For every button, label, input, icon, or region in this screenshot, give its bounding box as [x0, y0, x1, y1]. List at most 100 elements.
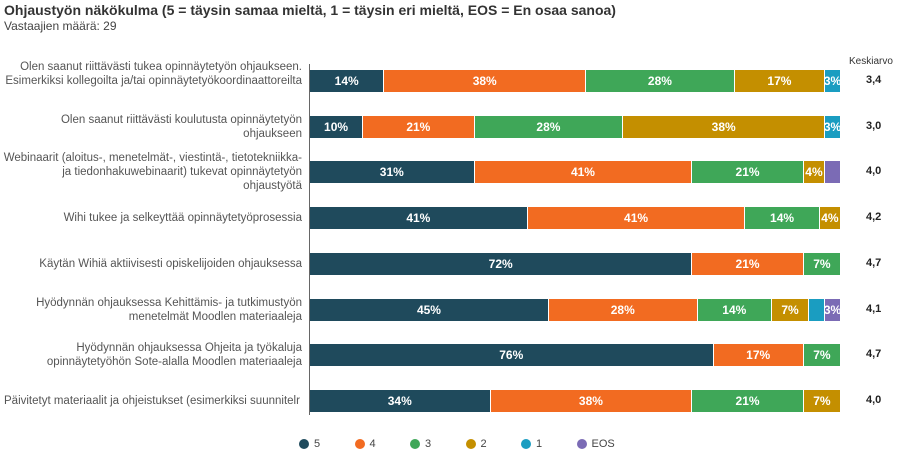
y-axis-line	[309, 64, 310, 415]
data-label: 45%	[416, 302, 441, 317]
bar-segment-3[interactable]: 7%	[803, 252, 841, 275]
category-label: Webinaarit (aloitus-, menetelmät-, viest…	[3, 152, 302, 193]
category-label: Hyödynnän ohjauksessa Ohjeita ja työkalu…	[46, 342, 302, 369]
bar-segment-5[interactable]: 45%	[310, 298, 549, 321]
legend-item-1[interactable]: 1	[521, 438, 542, 450]
data-label: 38%	[472, 74, 497, 88]
bar-segment-5[interactable]: 34%	[310, 389, 491, 412]
legend-label: EOS	[591, 438, 615, 450]
bar-segment-2[interactable]: 4%	[819, 207, 841, 230]
legend-item-eos[interactable]: EOS	[576, 438, 615, 450]
data-label: 41%	[570, 165, 595, 180]
data-label: 7%	[813, 393, 831, 408]
bar-segment-3[interactable]: 21%	[692, 161, 804, 184]
legend-label: 5	[314, 438, 321, 450]
data-label: 76%	[499, 348, 524, 363]
data-label: 21%	[735, 393, 760, 408]
mean-value: 3,0	[866, 119, 882, 132]
legend-item-4[interactable]: 4	[354, 438, 376, 450]
data-label: 31%	[379, 165, 404, 180]
data-label: 14%	[334, 74, 359, 88]
bar-segment-1[interactable]: 3%	[823, 115, 842, 138]
bar-segment-2[interactable]: 7%	[771, 298, 810, 321]
data-label: 4%	[821, 211, 839, 226]
data-label: 21%	[735, 165, 760, 180]
legend-marker	[521, 439, 531, 449]
category-label: Olen saanut riittävästi koulutusta opinn…	[60, 113, 302, 140]
data-label: 72%	[488, 256, 513, 271]
bar-segment-eos[interactable]: 3%	[823, 298, 842, 321]
data-label: 7%	[813, 256, 831, 271]
legend-label: 1	[536, 438, 543, 450]
data-label: 21%	[406, 119, 431, 134]
bar-segment-5[interactable]: 14%	[310, 70, 385, 92]
data-label: 17%	[746, 348, 771, 363]
bar-segment-5[interactable]: 31%	[310, 161, 475, 184]
legend-label: 2	[480, 438, 487, 450]
mean-value: 4,0	[866, 165, 882, 178]
category-label: Päivitetyt materiaalit ja ohjeistukset (…	[4, 394, 300, 407]
data-label: 14%	[722, 302, 747, 317]
category-label: Käytän Wihiä aktiivisesti opiskelijoiden…	[39, 257, 302, 270]
bar-segment-2[interactable]: 17%	[734, 70, 826, 92]
data-label: 38%	[711, 119, 736, 134]
bar-segment-3[interactable]: 14%	[745, 207, 820, 230]
data-label: 3%	[823, 302, 842, 317]
bar-segment-4[interactable]: 38%	[490, 389, 693, 412]
bar-segment-3[interactable]: 7%	[803, 344, 841, 367]
data-label: 7%	[781, 302, 799, 317]
bar-segment-4[interactable]: 41%	[474, 161, 693, 184]
bar-segment-1[interactable]: 3%	[823, 70, 842, 92]
category-label: Wihi tukee ja selkeyttää opinnäytetyöpro…	[63, 212, 302, 225]
bar-segment-3[interactable]: 28%	[474, 115, 624, 138]
bar-segment-4[interactable]: 38%	[384, 70, 587, 92]
bar-segment-4[interactable]: 21%	[363, 115, 475, 138]
chart-title: Ohjaustyön näkökulma (5 = täysin samaa m…	[4, 2, 616, 18]
bar-segment-5[interactable]: 76%	[310, 344, 714, 367]
legend-marker	[410, 439, 420, 449]
legend-item-5[interactable]: 5	[299, 438, 320, 450]
bar-segment-4[interactable]: 41%	[527, 207, 746, 230]
category-label: Hyödynnän ohjauksessa Kehittämis- ja tut…	[36, 296, 302, 323]
legend-marker	[354, 439, 365, 449]
legend-marker	[299, 439, 309, 449]
bar-segment-2[interactable]: 38%	[623, 115, 826, 138]
bar-segment-2[interactable]: 7%	[803, 389, 841, 412]
mean-value: 4,7	[866, 348, 882, 361]
bar-segment-3[interactable]: 21%	[692, 389, 804, 412]
bar-segment-1[interactable]	[809, 298, 826, 321]
data-label: 41%	[406, 211, 431, 226]
legend-label: 4	[369, 438, 376, 450]
bar-segment-eos[interactable]	[825, 161, 841, 184]
bar-segment-5[interactable]: 72%	[310, 252, 693, 275]
data-label: 41%	[624, 211, 649, 226]
data-label: 10%	[324, 119, 349, 134]
bar-segment-3[interactable]: 14%	[697, 298, 772, 321]
data-label: 28%	[610, 302, 635, 317]
category-label: Olen saanut riittävästi tukea opinnäytet…	[5, 61, 302, 87]
bar-segment-2[interactable]: 4%	[803, 161, 826, 184]
bar-segment-5[interactable]: 10%	[310, 115, 364, 138]
mean-value: 4,1	[866, 302, 882, 315]
mean-value: 4,2	[866, 211, 882, 224]
mean-value: 4,0	[866, 393, 882, 406]
data-label: 21%	[735, 256, 760, 271]
data-label: 28%	[536, 119, 561, 134]
bar-segment-4[interactable]: 21%	[692, 252, 804, 275]
data-label: 3%	[823, 74, 842, 88]
mean-value: 3,4	[866, 74, 882, 86]
legend-label: 3	[425, 438, 432, 450]
data-label: 28%	[647, 74, 672, 88]
bar-segment-4[interactable]: 28%	[548, 298, 698, 321]
mean-value: 4,7	[866, 256, 882, 269]
data-label: 3%	[823, 119, 842, 134]
data-label: 17%	[767, 74, 792, 88]
bar-segment-5[interactable]: 41%	[310, 207, 528, 230]
bar-segment-3[interactable]: 28%	[586, 70, 735, 92]
mean-header: Keskiarvo	[849, 56, 893, 67]
chart-subtitle: Vastaajien määrä: 29	[4, 19, 117, 33]
bar-segment-4[interactable]: 17%	[713, 344, 804, 367]
legend-item-3[interactable]: 3	[410, 438, 431, 450]
legend-item-2[interactable]: 2	[465, 438, 487, 450]
